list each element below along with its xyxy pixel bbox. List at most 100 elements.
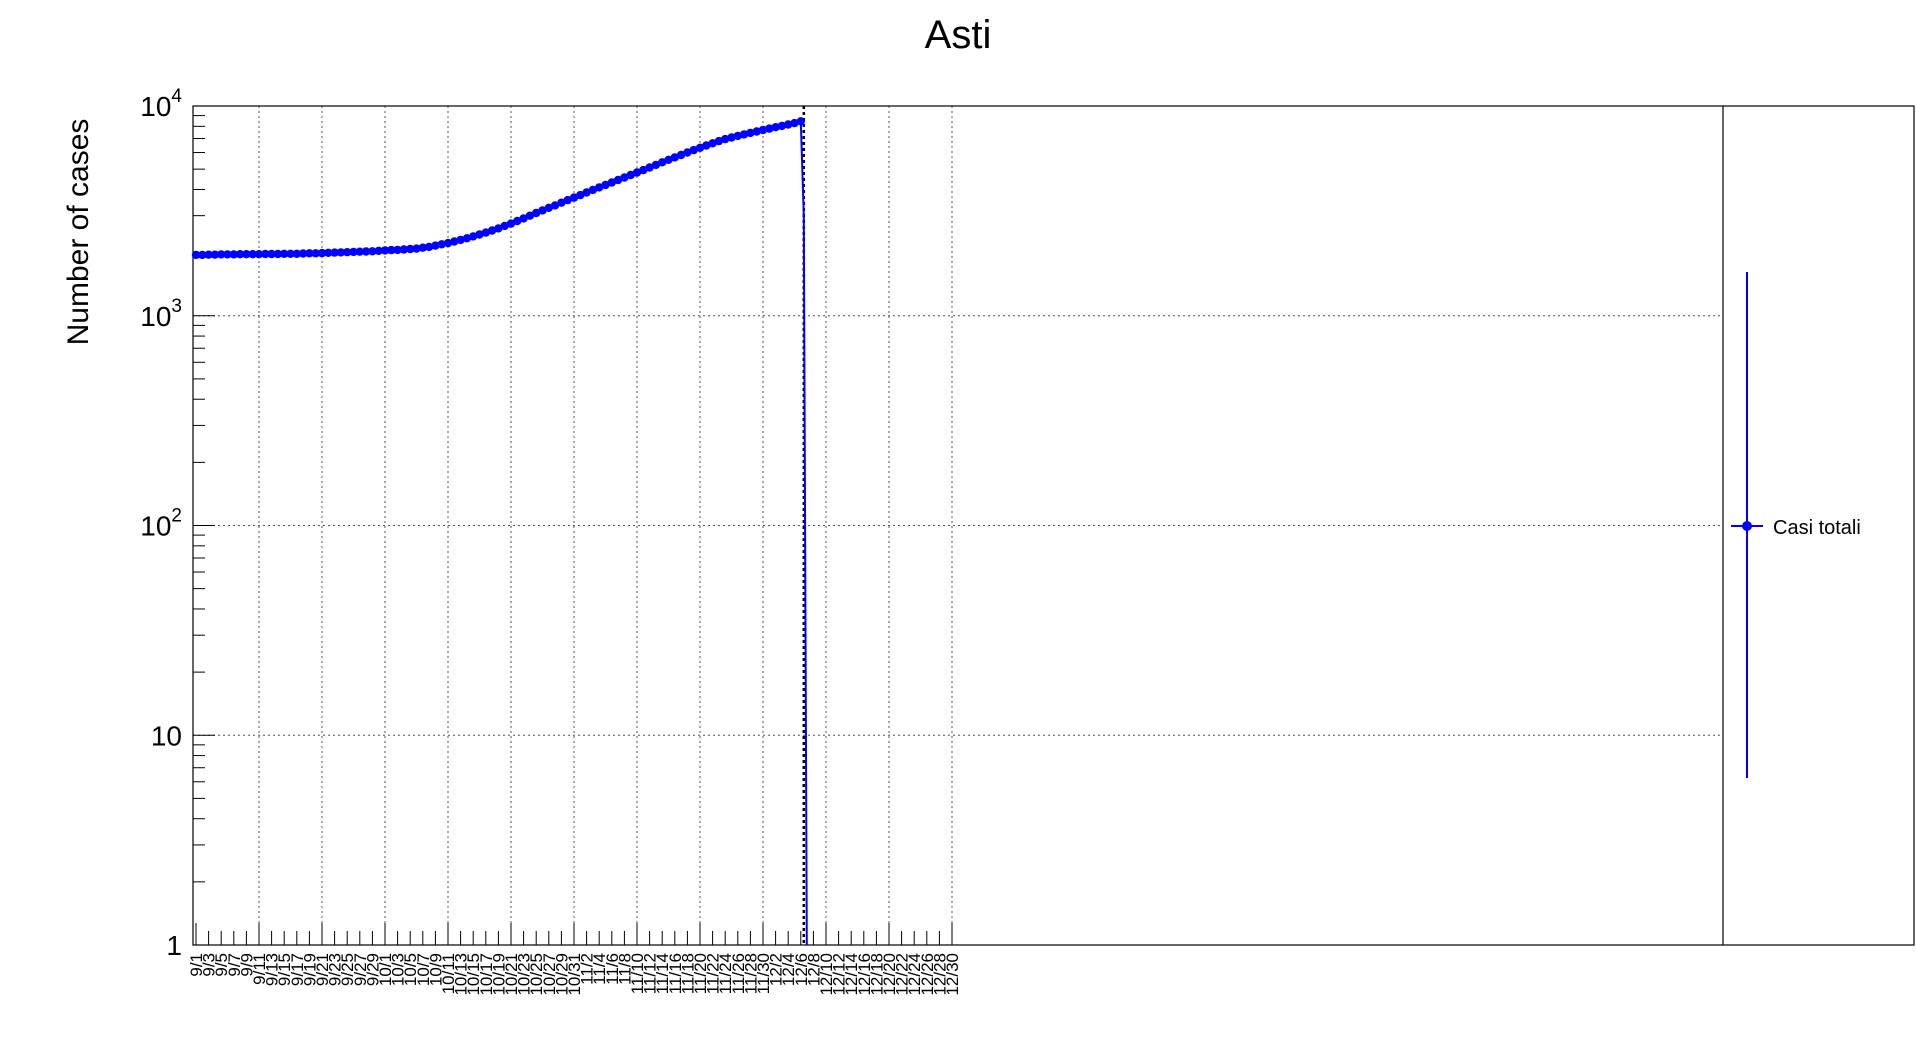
x-tick-label: 11/22 xyxy=(704,953,723,994)
data-point xyxy=(254,250,264,259)
x-tick-label: 12/4 xyxy=(779,953,798,986)
y-axis: 1 10 102 103 104 xyxy=(140,86,215,961)
x-tick-label: 10/5 xyxy=(401,953,420,986)
data-point xyxy=(431,241,440,250)
data-point xyxy=(469,232,478,241)
data-point xyxy=(380,246,390,255)
x-tick-label: 9/23 xyxy=(326,953,345,986)
x-tick-label: 9/15 xyxy=(275,953,294,986)
data-point xyxy=(695,143,705,152)
data-point xyxy=(525,211,535,220)
x-tick-label: 10/13 xyxy=(452,953,471,996)
data-point xyxy=(280,249,289,258)
x-tick-label: 9/3 xyxy=(200,953,219,977)
data-point xyxy=(784,120,793,129)
chart-title: Asti xyxy=(925,13,992,57)
data-point xyxy=(450,237,459,246)
data-point xyxy=(550,201,560,210)
data-point xyxy=(261,249,270,259)
x-tick-label: 11/16 xyxy=(666,953,685,994)
data-point xyxy=(790,118,799,128)
data-point xyxy=(273,249,283,259)
x-tick-label: 10/3 xyxy=(389,953,408,986)
data-point xyxy=(191,250,201,260)
data-point xyxy=(343,248,352,257)
data-point xyxy=(519,214,528,223)
data-point xyxy=(487,226,497,235)
data-point xyxy=(330,248,339,257)
x-tick-label: 10/27 xyxy=(540,953,559,996)
x-tick-label: 9/9 xyxy=(237,953,256,977)
y-tick-label: 104 xyxy=(140,86,182,122)
x-tick-label: 11/6 xyxy=(603,953,622,985)
data-point xyxy=(500,221,509,231)
data-point xyxy=(658,158,667,167)
x-tick-label: 9/13 xyxy=(263,953,282,986)
x-tick-label: 11/18 xyxy=(678,953,697,994)
data-point xyxy=(494,224,503,233)
data-point xyxy=(355,247,364,256)
data-point xyxy=(639,165,648,175)
x-tick-label: 11/30 xyxy=(754,953,773,994)
x-tick-label: 11/24 xyxy=(716,953,735,994)
data-point xyxy=(481,228,490,237)
data-point xyxy=(235,250,245,259)
y-tick-label: 103 xyxy=(140,296,182,332)
data-point xyxy=(739,130,749,139)
data-point xyxy=(267,249,276,259)
x-tick-label: 10/15 xyxy=(464,953,483,996)
data-point xyxy=(406,244,415,254)
data-point xyxy=(242,250,251,259)
data-point xyxy=(777,121,787,131)
data-point xyxy=(632,168,642,177)
x-tick-label: 9/29 xyxy=(363,953,382,986)
data-point xyxy=(462,234,472,243)
data-point xyxy=(588,185,598,195)
x-tick-label: 12/26 xyxy=(918,953,937,996)
data-point xyxy=(670,153,679,162)
x-tick-label: 10/29 xyxy=(552,953,571,996)
x-tick-label: 11/2 xyxy=(578,953,597,985)
data-point xyxy=(229,250,238,259)
data-point xyxy=(765,124,774,133)
data-point xyxy=(305,249,314,258)
series-casi-totali xyxy=(191,117,808,946)
data-point xyxy=(349,247,358,257)
x-tick-label: 12/14 xyxy=(842,953,861,996)
data-point xyxy=(513,216,522,226)
x-tick-label: 11/8 xyxy=(615,953,634,985)
data-point xyxy=(475,230,484,239)
x-tick-label: 11/26 xyxy=(729,953,748,994)
x-tick-label: 12/16 xyxy=(855,953,874,996)
x-tick-label: 12/28 xyxy=(930,953,949,996)
x-tick-label: 12/22 xyxy=(893,953,912,996)
data-point xyxy=(708,139,717,148)
x-tick-label: 11/4 xyxy=(590,953,609,985)
data-point xyxy=(569,193,579,202)
data-point xyxy=(286,249,295,258)
data-point xyxy=(746,128,755,138)
data-point xyxy=(437,240,446,249)
x-tick-label: 9/19 xyxy=(300,953,319,986)
data-point xyxy=(607,178,616,187)
x-tick-label: 12/10 xyxy=(817,953,836,996)
y-tick-label: 10 xyxy=(151,720,182,751)
x-tick-label: 9/27 xyxy=(351,953,370,986)
x-tick-label: 9/11 xyxy=(250,953,269,985)
x-tick-label: 11/10 xyxy=(628,953,647,994)
data-point xyxy=(317,248,327,258)
legend-marker xyxy=(1742,521,1752,531)
x-tick-label: 10/23 xyxy=(515,953,534,996)
data-point xyxy=(771,123,780,132)
data-point xyxy=(387,245,396,255)
data-point xyxy=(702,141,711,150)
series-line xyxy=(196,119,808,946)
data-point xyxy=(582,188,591,197)
x-tick-label: 9/25 xyxy=(338,953,357,986)
x-tick-label: 12/20 xyxy=(880,953,899,996)
legend: Casi totali xyxy=(1731,272,1861,778)
data-point xyxy=(733,131,742,141)
x-tick-label: 12/8 xyxy=(804,953,823,986)
data-point xyxy=(443,238,453,248)
